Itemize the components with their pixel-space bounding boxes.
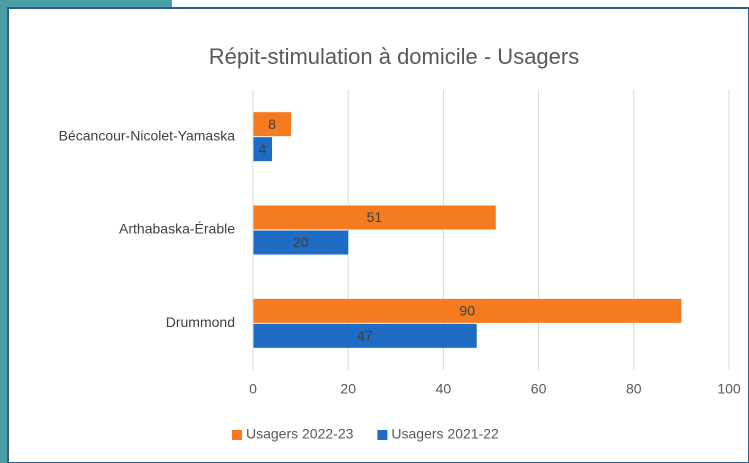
y-tick-label: Arthabaska-Érable (119, 221, 235, 237)
bar (253, 298, 682, 323)
y-tick-label: Drummond (166, 314, 235, 330)
data-label: 4 (259, 141, 267, 157)
x-tick-label: 20 (340, 381, 356, 397)
bar (253, 137, 273, 162)
bar (253, 112, 292, 137)
x-tick-label: 100 (717, 381, 741, 397)
legend-swatch (232, 430, 242, 440)
data-label: 47 (357, 328, 373, 344)
x-tick-label: 0 (249, 381, 257, 397)
data-label: 51 (367, 209, 383, 225)
chart-title: Répit-stimulation à domicile - Usagers (209, 44, 579, 69)
frame-top (0, 0, 172, 8)
bar (253, 323, 477, 348)
chart-border (7, 7, 749, 463)
x-tick-label: 40 (436, 381, 452, 397)
legend-swatch (377, 430, 388, 440)
x-tick-label: 80 (626, 381, 642, 397)
data-label: 90 (459, 303, 475, 319)
legend-label: Usagers 2022-23 (246, 426, 354, 442)
data-label: 8 (268, 116, 276, 132)
x-tick-label: 60 (531, 381, 547, 397)
frame-left (0, 0, 8, 463)
y-tick-label: Bécancour-Nicolet-Yamaska (59, 127, 236, 143)
legend-label: Usagers 2021-22 (391, 426, 499, 442)
data-label: 20 (293, 234, 309, 250)
bar (253, 205, 496, 230)
bar (253, 230, 349, 255)
